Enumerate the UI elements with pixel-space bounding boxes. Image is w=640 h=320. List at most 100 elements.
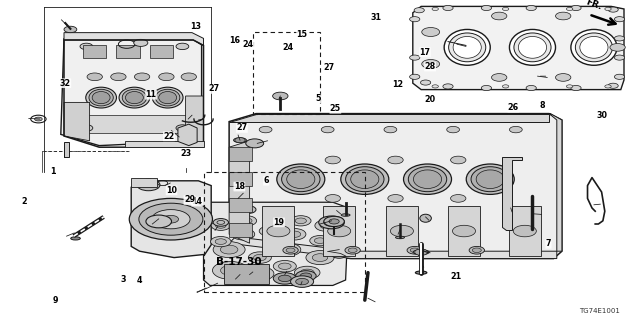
Circle shape <box>273 260 296 272</box>
Ellipse shape <box>571 29 617 65</box>
Ellipse shape <box>340 164 388 194</box>
Circle shape <box>241 206 256 213</box>
Circle shape <box>492 74 507 81</box>
Ellipse shape <box>420 214 431 222</box>
Polygon shape <box>413 6 624 90</box>
Circle shape <box>232 228 255 240</box>
Ellipse shape <box>70 237 81 240</box>
Text: 24: 24 <box>243 40 254 49</box>
Text: 3: 3 <box>120 275 125 284</box>
Circle shape <box>146 215 172 228</box>
Circle shape <box>296 271 316 281</box>
Bar <box>253 32 320 114</box>
Text: 14: 14 <box>191 197 203 206</box>
Circle shape <box>291 216 311 226</box>
Ellipse shape <box>287 170 315 188</box>
Ellipse shape <box>276 164 324 194</box>
Circle shape <box>283 246 298 254</box>
Circle shape <box>472 248 481 252</box>
Circle shape <box>246 267 274 281</box>
Text: 18: 18 <box>234 182 245 191</box>
Ellipse shape <box>408 167 447 192</box>
Circle shape <box>306 251 334 265</box>
Polygon shape <box>448 206 480 256</box>
Circle shape <box>410 74 420 79</box>
Circle shape <box>176 125 189 131</box>
Circle shape <box>432 7 438 11</box>
Polygon shape <box>77 115 192 133</box>
Circle shape <box>264 228 274 234</box>
Circle shape <box>502 85 509 88</box>
Circle shape <box>237 269 256 279</box>
Ellipse shape <box>580 36 608 58</box>
Circle shape <box>176 43 189 50</box>
Circle shape <box>513 225 536 237</box>
Text: 1: 1 <box>51 167 56 176</box>
Text: 20: 20 <box>424 95 436 104</box>
Ellipse shape <box>86 87 116 108</box>
Circle shape <box>614 17 625 22</box>
Circle shape <box>286 248 295 252</box>
Circle shape <box>324 219 339 226</box>
Ellipse shape <box>413 170 442 188</box>
Circle shape <box>502 7 509 11</box>
Circle shape <box>213 242 245 258</box>
Circle shape <box>325 156 340 164</box>
Circle shape <box>35 117 42 121</box>
Ellipse shape <box>89 89 113 106</box>
Circle shape <box>410 55 420 60</box>
Circle shape <box>291 276 314 287</box>
Text: 2: 2 <box>22 197 27 206</box>
Text: 10: 10 <box>166 186 177 195</box>
Circle shape <box>571 85 581 91</box>
Circle shape <box>275 243 301 256</box>
Text: 27: 27 <box>323 63 335 72</box>
Circle shape <box>300 273 312 279</box>
Circle shape <box>294 266 320 279</box>
Circle shape <box>432 85 438 88</box>
Bar <box>229 198 252 212</box>
Ellipse shape <box>351 170 379 188</box>
Circle shape <box>410 17 420 22</box>
Circle shape <box>273 273 296 284</box>
Ellipse shape <box>159 92 177 104</box>
Text: 4: 4 <box>137 276 142 285</box>
Bar <box>229 147 252 161</box>
Circle shape <box>608 83 618 88</box>
Circle shape <box>314 238 326 244</box>
Circle shape <box>266 213 285 223</box>
Circle shape <box>324 216 344 227</box>
Ellipse shape <box>509 29 556 65</box>
Circle shape <box>319 216 344 229</box>
Text: 11: 11 <box>145 90 157 99</box>
Text: 23: 23 <box>180 149 191 158</box>
Circle shape <box>230 266 262 282</box>
Polygon shape <box>64 142 69 157</box>
Ellipse shape <box>92 92 110 104</box>
Circle shape <box>407 246 422 254</box>
Circle shape <box>320 222 333 229</box>
Text: TG74E1001: TG74E1001 <box>579 308 620 314</box>
Circle shape <box>614 55 625 60</box>
Circle shape <box>267 225 290 237</box>
Circle shape <box>215 239 227 244</box>
Circle shape <box>216 223 226 228</box>
Circle shape <box>390 225 413 237</box>
Circle shape <box>614 74 625 79</box>
Circle shape <box>246 139 264 148</box>
Circle shape <box>278 263 291 269</box>
Polygon shape <box>229 114 549 122</box>
Ellipse shape <box>152 87 183 108</box>
Circle shape <box>181 73 196 81</box>
Circle shape <box>163 215 179 223</box>
Ellipse shape <box>119 87 150 108</box>
Ellipse shape <box>341 214 350 216</box>
Circle shape <box>481 5 492 11</box>
Ellipse shape <box>476 170 504 188</box>
Text: 25: 25 <box>330 104 341 113</box>
Circle shape <box>270 216 280 221</box>
Circle shape <box>288 231 301 237</box>
Polygon shape <box>229 141 250 243</box>
Ellipse shape <box>282 167 320 192</box>
Ellipse shape <box>471 167 509 192</box>
